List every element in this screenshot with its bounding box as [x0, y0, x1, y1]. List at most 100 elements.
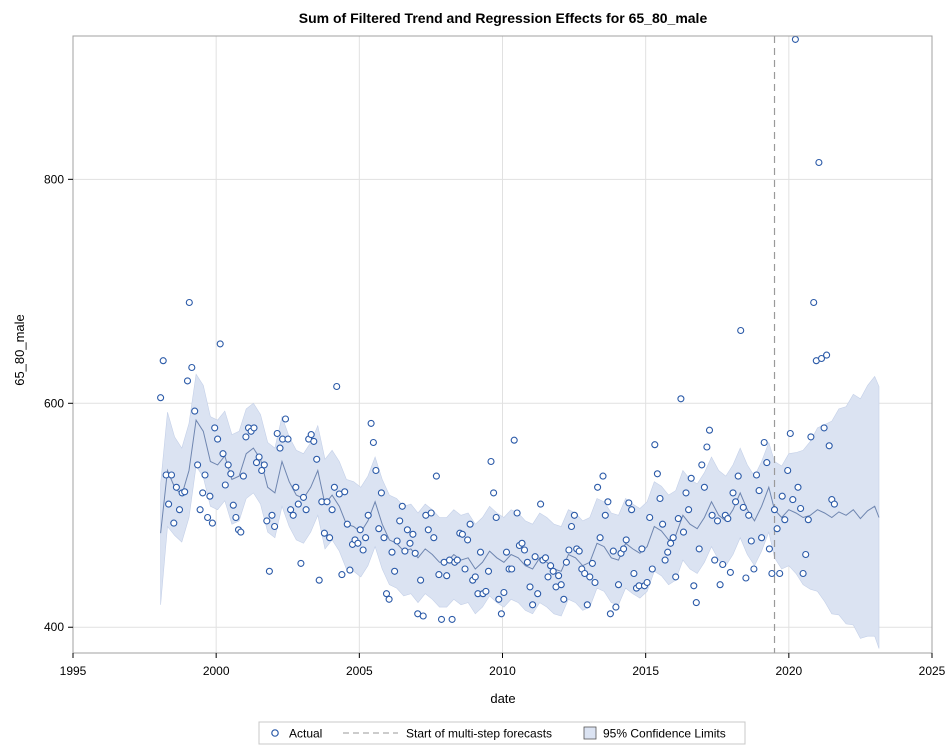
actual-data-point — [323, 498, 331, 506]
actual-data-point — [685, 506, 693, 514]
actual-data-point — [242, 433, 250, 441]
actual-data-point — [372, 466, 380, 475]
actual-data-point — [588, 559, 596, 567]
actual-data-point — [659, 520, 667, 528]
actual-data-point — [338, 571, 346, 579]
actual-data-point — [776, 569, 784, 578]
actual-data-point — [216, 340, 224, 348]
actual-data-point — [565, 546, 573, 554]
x-axis-label: date — [490, 691, 515, 706]
actual-data-point — [219, 450, 227, 458]
y-tick-label: 600 — [44, 396, 64, 410]
actual-data-point — [268, 511, 276, 519]
fitted-trend-line — [160, 418, 880, 572]
actual-data-point — [239, 472, 247, 480]
actual-data-point — [591, 578, 599, 587]
actual-data-point — [313, 455, 321, 463]
actual-data-point — [732, 498, 740, 506]
actual-data-point — [299, 493, 308, 501]
actual-data-point — [544, 573, 552, 581]
actual-data-point — [817, 354, 826, 363]
actual-data-point — [815, 158, 823, 167]
actual-data-point — [620, 545, 628, 553]
actual-data-point — [185, 298, 193, 307]
x-tick-label: 2010 — [489, 664, 516, 678]
actual-data-point — [799, 569, 807, 578]
actual-data-point — [690, 582, 698, 590]
actual-data-point — [464, 536, 472, 544]
actual-data-point — [484, 567, 493, 575]
actual-data-point — [781, 516, 789, 524]
actual-data-point — [784, 466, 792, 475]
actual-data-point — [653, 470, 661, 478]
legend: Actual Start of multi-step forecasts 95%… — [258, 721, 746, 745]
actual-data-point — [737, 326, 745, 335]
actual-data-point — [385, 595, 393, 603]
actual-data-point — [575, 547, 583, 555]
actual-data-point — [614, 581, 623, 589]
actual-data-point — [786, 429, 794, 438]
actual-data-point — [382, 590, 391, 598]
actual-data-point — [599, 472, 607, 480]
actual-data-point — [695, 545, 703, 553]
actual-data-point — [708, 511, 716, 519]
actual-data-point — [211, 424, 219, 432]
actual-data-point — [502, 548, 511, 556]
actual-data-point — [825, 442, 833, 450]
actual-data-point — [581, 569, 589, 578]
actual-data-point — [520, 546, 529, 554]
actual-data-point — [401, 547, 409, 555]
actual-data-point — [341, 488, 349, 496]
actual-data-point — [284, 435, 292, 443]
actual-data-point — [411, 549, 419, 557]
actual-data-point — [403, 526, 411, 534]
actual-data-point — [609, 547, 617, 555]
legend-forecast-label: Start of multi-step forecasts — [406, 727, 552, 741]
actual-data-point — [206, 492, 214, 500]
actual-data-point — [409, 530, 417, 538]
actual-data-point — [432, 472, 440, 480]
actual-data-point — [698, 461, 706, 469]
actual-data-point — [258, 466, 266, 475]
x-tick-label: 2025 — [919, 664, 946, 678]
actual-data-point — [364, 511, 372, 519]
x-tick-label: 2020 — [775, 664, 802, 678]
actual-data-point — [789, 496, 797, 504]
actual-data-point — [773, 525, 781, 533]
actual-data-point — [529, 601, 537, 609]
actual-data-point — [175, 506, 184, 514]
x-tick-label: 2000 — [203, 664, 230, 678]
actual-data-point — [443, 572, 451, 580]
actual-data-point — [265, 567, 273, 575]
actual-data-point — [297, 559, 305, 567]
actual-data-point — [823, 351, 831, 359]
actual-data-point — [294, 500, 302, 508]
actual-data-point — [705, 426, 714, 434]
actual-data-point — [664, 548, 672, 556]
actual-data-point — [518, 539, 526, 547]
actual-data-point — [734, 472, 742, 480]
y-axis: 400 600 800 — [44, 172, 73, 634]
x-axis: 1995 2000 2005 2010 2015 2020 2025 — [60, 653, 946, 678]
actual-data-point — [194, 461, 202, 469]
actual-data-point — [500, 588, 508, 597]
actual-data-point — [320, 529, 328, 537]
actual-data-point — [541, 554, 550, 562]
actual-data-point — [196, 506, 204, 514]
y-tick-label: 800 — [44, 172, 64, 186]
actual-data-point — [562, 558, 570, 566]
actual-data-point — [419, 612, 427, 620]
actual-data-point — [622, 536, 630, 544]
actual-data-point — [437, 615, 446, 623]
actual-data-point — [328, 506, 336, 514]
actual-data-point — [172, 483, 180, 491]
actual-data-point — [448, 615, 456, 623]
actual-data-point — [330, 483, 338, 491]
actual-data-point — [739, 503, 747, 511]
actual-data-point — [508, 565, 516, 573]
actual-data-point — [596, 534, 604, 542]
actual-data-point — [380, 534, 388, 542]
y-axis-label: 65_80_male — [12, 314, 27, 386]
plot-area — [72, 35, 933, 654]
